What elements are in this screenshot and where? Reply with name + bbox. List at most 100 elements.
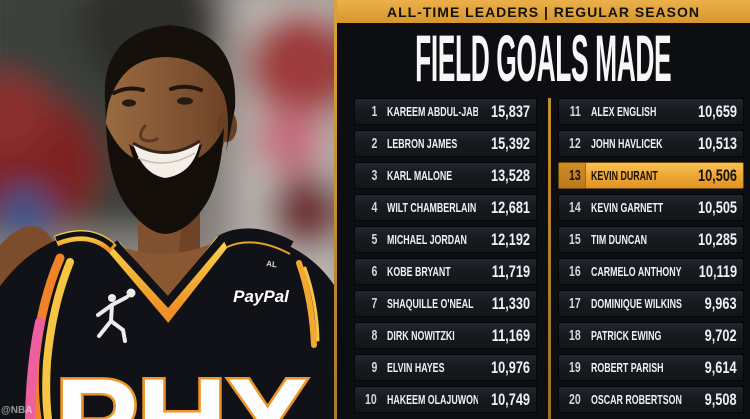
stat-value-text: 9,508 — [705, 389, 737, 409]
rank-cell-text: 20 — [569, 391, 581, 408]
stat-value-text: 10,506 — [698, 165, 737, 185]
stat-value-text: 10,513 — [698, 133, 737, 153]
rank-cell: 14 — [559, 195, 586, 220]
player-name: ROBERT PARISH — [586, 360, 694, 375]
rank-cell-text: 10 — [365, 391, 377, 408]
stat-value: 9,614 — [694, 358, 743, 378]
leaderboard-row: 19 ROBERT PARISH 9,614 — [558, 354, 744, 381]
rank-cell: 13 — [559, 163, 586, 188]
leaderboard-row: 11 ALEX ENGLISH 10,659 — [558, 98, 744, 125]
stat-value-text: 10,505 — [698, 197, 737, 217]
leaderboard-row: 4 WILT CHAMBERLAIN 12,681 — [354, 194, 537, 221]
player-name-text: KARL MALONE — [387, 168, 453, 183]
stat-value: 11,169 — [479, 326, 536, 346]
leaderboard-row: 10 HAKEEM OLAJUWON 10,749 — [354, 386, 537, 413]
stat-value-text: 10,976 — [491, 357, 530, 377]
leaderboard-row: 15 TIM DUNCAN 10,285 — [558, 226, 744, 253]
player-name-text: HAKEEM OLAJUWON — [387, 392, 478, 407]
player-name-text: MICHAEL JORDAN — [387, 232, 467, 247]
rank-cell-text: 4 — [371, 199, 377, 216]
player-name-text: KEVIN DURANT — [591, 168, 658, 183]
stat-value-text: 10,285 — [698, 229, 737, 249]
leaderboard-row: 7 SHAQUILLE O'NEAL 11,330 — [354, 290, 537, 317]
stat-value: 9,963 — [694, 294, 743, 314]
player-photo: AL PayPal PHX @NBA — [0, 0, 334, 419]
leaderboard-row: 9 ELVIN HAYES 10,976 — [354, 354, 537, 381]
rank-cell: 2 — [355, 131, 382, 156]
player-name-text: WILT CHAMBERLAIN — [387, 200, 477, 215]
leaderboard-row: 3 KARL MALONE 13,528 — [354, 162, 537, 189]
player-name-text: LEBRON JAMES — [387, 136, 458, 151]
stat-value-text: 15,392 — [491, 133, 530, 153]
player-name-text: TIM DUNCAN — [591, 232, 647, 247]
player-name: CARMELO ANTHONY — [586, 264, 686, 279]
stat-value-text: 12,192 — [491, 229, 530, 249]
rank-cell-text: 2 — [371, 135, 377, 152]
player-name: MICHAEL JORDAN — [382, 232, 478, 247]
stat-value: 15,837 — [478, 102, 536, 122]
player-name-text: KAREEM ABDUL-JABBAR — [387, 104, 478, 119]
player-name: OSCAR ROBERTSON — [586, 392, 694, 407]
rank-cell-text: 6 — [371, 263, 377, 280]
player-name: KARL MALONE — [382, 168, 478, 183]
stat-value: 10,659 — [685, 102, 743, 122]
banner-label: ALL-TIME LEADERS | REGULAR SEASON — [386, 3, 701, 20]
rank-cell-text: 18 — [569, 327, 581, 344]
leaderboard-row: 14 KEVIN GARNETT 10,505 — [558, 194, 744, 221]
column-divider — [548, 98, 551, 419]
player-name-text: DOMINIQUE WILKINS — [591, 296, 682, 311]
rank-cell: 1 — [355, 99, 382, 124]
stat-value: 15,392 — [478, 134, 536, 154]
leaderboard-row: 2 LEBRON JAMES 15,392 — [354, 130, 537, 157]
leaderboard-row: 12 JOHN HAVLICEK 10,513 — [558, 130, 744, 157]
stat-value-text: 9,702 — [705, 325, 737, 345]
player-name: JOHN HAVLICEK — [586, 136, 685, 151]
rank-cell-text: 19 — [569, 359, 581, 376]
player-name: DIRK NOWITZKI — [382, 328, 479, 343]
rank-cell: 10 — [355, 387, 382, 412]
nba-watermark: @NBA — [1, 405, 32, 416]
player-name-text: KOBE BRYANT — [387, 264, 451, 279]
player-name: HAKEEM OLAJUWON — [382, 392, 478, 407]
jersey-sponsor-logo: PayPal — [233, 287, 290, 306]
rank-cell: 18 — [559, 323, 586, 348]
stat-value: 10,506 — [685, 166, 743, 186]
player-name: KEVIN GARNETT — [586, 200, 685, 215]
player-name-text: JOHN HAVLICEK — [591, 136, 663, 151]
stat-value: 11,719 — [479, 262, 536, 282]
stat-value: 11,330 — [479, 294, 536, 314]
player-name: DOMINIQUE WILKINS — [586, 296, 694, 311]
rank-cell: 15 — [559, 227, 586, 252]
stat-value: 12,681 — [478, 198, 536, 218]
rank-cell-text: 15 — [569, 231, 581, 248]
stat-value: 10,119 — [686, 262, 743, 282]
rank-cell: 12 — [559, 131, 586, 156]
page-title: FIELD GOALS MADE — [415, 20, 672, 95]
leaderboard-row: 6 KOBE BRYANT 11,719 — [354, 258, 537, 285]
leaderboard-row: 1 KAREEM ABDUL-JABBAR 15,837 — [354, 98, 537, 125]
rank-cell-text: 12 — [569, 135, 581, 152]
leaderboard-row: 18 PATRICK EWING 9,702 — [558, 322, 744, 349]
category-banner: ALL-TIME LEADERS | REGULAR SEASON — [337, 0, 750, 23]
player-name: ALEX ENGLISH — [586, 104, 685, 119]
leaderboard-row: 5 MICHAEL JORDAN 12,192 — [354, 226, 537, 253]
leaderboard-row: 16 CARMELO ANTHONY 10,119 — [558, 258, 744, 285]
rank-cell-text: 9 — [371, 359, 377, 376]
jumpman-logo-icon — [96, 288, 136, 343]
rank-cell-text: 8 — [371, 327, 377, 344]
player-name: KAREEM ABDUL-JABBAR — [382, 104, 478, 119]
rank-cell-text: 3 — [371, 167, 377, 184]
rank-cell-text: 5 — [371, 231, 377, 248]
stat-value: 10,513 — [685, 134, 743, 154]
player-name: PATRICK EWING — [586, 328, 694, 343]
leaderboard-row: 8 DIRK NOWITZKI 11,169 — [354, 322, 537, 349]
stat-value: 9,508 — [694, 390, 743, 410]
rank-cell-text: 11 — [569, 103, 581, 120]
rank-cell: 3 — [355, 163, 382, 188]
rank-cell: 11 — [559, 99, 586, 124]
player-name-text: KEVIN GARNETT — [591, 200, 664, 215]
leaderboard-column-right: 11 ALEX ENGLISH 10,659 12 JOHN HAVLICEK 10,51… — [558, 98, 744, 418]
player-name-text: CARMELO ANTHONY — [591, 264, 682, 279]
rank-cell-text: 13 — [569, 167, 581, 184]
